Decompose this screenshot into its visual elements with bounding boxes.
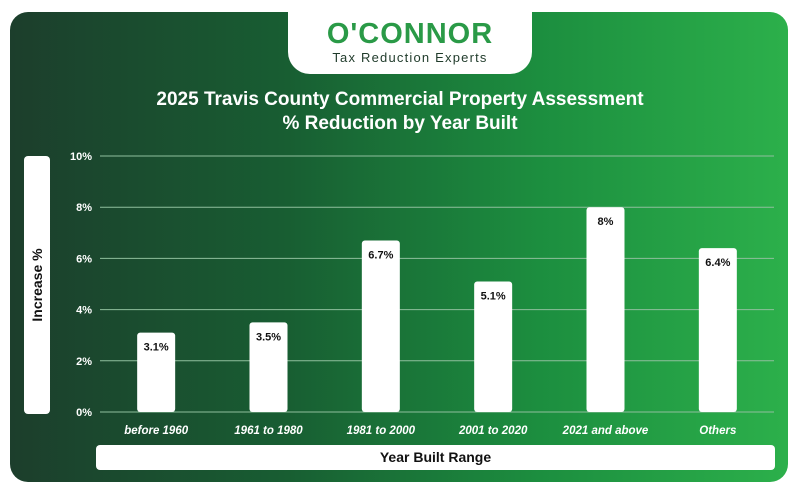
data-label: 3.1% (144, 342, 169, 354)
chart-title: 2025 Travis County Commercial Property A… (60, 88, 740, 136)
y-tick-label: 4% (76, 305, 92, 317)
bar (698, 248, 737, 412)
y-axis-label-box (24, 156, 50, 414)
chart-title-line-2: % Reduction by Year Built (282, 113, 518, 134)
logo-tab: O'CONNOR Tax Reduction Experts (288, 12, 532, 74)
y-tick-label: 6% (76, 253, 92, 265)
y-tick-label: 2% (76, 356, 92, 368)
x-tick-label: 1961 to 1980 (234, 425, 303, 437)
y-tick-label: 0% (76, 407, 92, 419)
x-tick-label: 1981 to 2000 (347, 425, 416, 437)
x-tick-label: 2001 to 2020 (458, 425, 528, 437)
bar (137, 332, 176, 412)
data-label: 5.1% (481, 290, 506, 302)
x-tick-label: before 1960 (124, 425, 189, 437)
y-tick-label: 8% (76, 202, 92, 214)
bar (361, 240, 400, 412)
data-label: 3.5% (256, 331, 281, 343)
data-label: 6.4% (705, 257, 730, 269)
x-tick-label: 2021 and above (562, 425, 649, 437)
logo-wordmark: O'CONNOR (326, 18, 494, 50)
chart-title-line-1: 2025 Travis County Commercial Property A… (156, 89, 644, 110)
data-label: 6.7% (368, 249, 393, 261)
y-tick-label: 10% (70, 151, 92, 163)
x-axis-label: Year Built Range (379, 449, 492, 465)
x-tick-label: Others (699, 425, 736, 437)
bar (586, 207, 625, 412)
x-axis-label-box (96, 445, 775, 470)
logo-tagline: Tax Reduction Experts (332, 50, 488, 65)
bar (249, 322, 288, 412)
bar (474, 281, 513, 412)
data-label: 8% (598, 216, 614, 228)
